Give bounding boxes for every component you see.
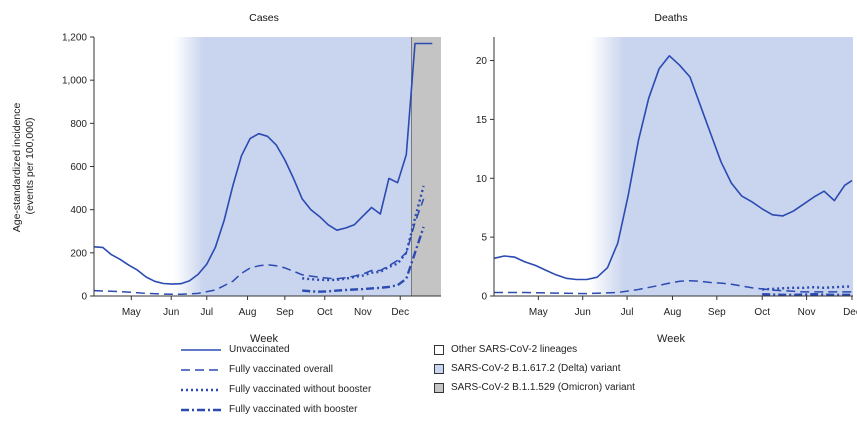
cases-x-tick-label: Jun xyxy=(163,307,179,318)
cases-x-tick-label: Sep xyxy=(276,307,294,318)
deaths-panel: Deaths 05101520MayJunJulAugSepOctNovDec … xyxy=(476,12,857,345)
deaths-x-tick-label: Oct xyxy=(754,307,770,318)
cases-y-tick-label: 1,000 xyxy=(62,76,87,87)
cases-x-tick-label: Jul xyxy=(200,307,213,318)
cases-x-tick-label: Aug xyxy=(239,307,257,318)
deaths-y-tick-label: 20 xyxy=(476,56,488,67)
y-axis-label: Age-standardized incidence (events per 1… xyxy=(11,100,36,233)
cases-series-fully-vaccinated-with-booster xyxy=(302,226,425,293)
deaths-other-band xyxy=(494,37,590,296)
deaths-y-tick-label: 0 xyxy=(481,292,487,303)
deaths-x-tick-label: Jul xyxy=(621,307,634,318)
cases-axes: 0 200 400 600 800 1,000 1,200 May Jun Jul Aug Sep Oc… xyxy=(62,33,441,318)
cases-x-tick-label: May xyxy=(122,307,141,318)
cases-y-tick-label: 1,200 xyxy=(62,33,87,44)
cases-series-unvaccinated xyxy=(93,42,433,285)
deaths-x-tick-label: Jun xyxy=(575,307,591,318)
cases-x-tick-label: Oct xyxy=(317,307,333,318)
deaths-x-tick-label: Aug xyxy=(664,307,682,318)
cases-y-tick-label: 200 xyxy=(70,248,87,259)
cases-series-fully-vaccinated-overall xyxy=(93,198,425,296)
cases-panel: Cases 0 200 400 600 800 1,000 1,200 May Jun Jul Au… xyxy=(62,12,441,345)
deaths-series-fully-vaccinated-without-booster xyxy=(762,285,852,291)
cases-x-axis-label: Week xyxy=(250,333,278,345)
cases-y-tick-label: 0 xyxy=(81,292,87,303)
cases-omicron-band xyxy=(411,37,441,296)
deaths-series-unvaccinated xyxy=(493,55,853,281)
deaths-series xyxy=(493,55,853,296)
cases-y-tick-label: 600 xyxy=(70,162,87,173)
deaths-transition-fade xyxy=(589,37,624,296)
deaths-delta-band xyxy=(589,37,853,296)
deaths-x-tick-label: Dec xyxy=(843,307,857,318)
cases-x-tick-label: Dec xyxy=(391,307,409,318)
deaths-y-tick-label: 15 xyxy=(476,115,488,126)
cases-y-tick-label: 400 xyxy=(70,205,87,216)
cases-title: Cases xyxy=(249,12,279,24)
cases-variant-bands xyxy=(94,37,441,296)
deaths-x-tick-label: Sep xyxy=(708,307,726,318)
y-axis-label-line1: Age-standardized incidence xyxy=(11,103,23,233)
deaths-y-tick-label: 5 xyxy=(481,233,487,244)
deaths-series-fully-vaccinated-overall xyxy=(494,279,852,295)
deaths-axes: 0 5 10 15 20 May Jun Jul Aug Sep Oct Nov Dec xyxy=(476,37,857,318)
y-axis-label-line2: (events per 100,000) xyxy=(24,118,36,215)
deaths-x-axis-label: Week xyxy=(657,333,685,345)
cases-transition-fade xyxy=(174,37,204,296)
cases-other-band xyxy=(94,37,175,296)
cases-series-fully-vaccinated-without-booster xyxy=(302,185,425,282)
deaths-x-tick-label: May xyxy=(529,307,548,318)
cases-x-tick-label: Nov xyxy=(354,307,372,318)
deaths-title: Deaths xyxy=(654,12,687,24)
deaths-variant-bands xyxy=(494,37,853,296)
deaths-x-tick-label: Nov xyxy=(798,307,816,318)
deaths-y-tick-label: 10 xyxy=(476,174,488,185)
cases-series xyxy=(93,42,433,296)
cases-y-tick-label: 800 xyxy=(70,119,87,130)
cases-delta-band xyxy=(174,37,412,296)
